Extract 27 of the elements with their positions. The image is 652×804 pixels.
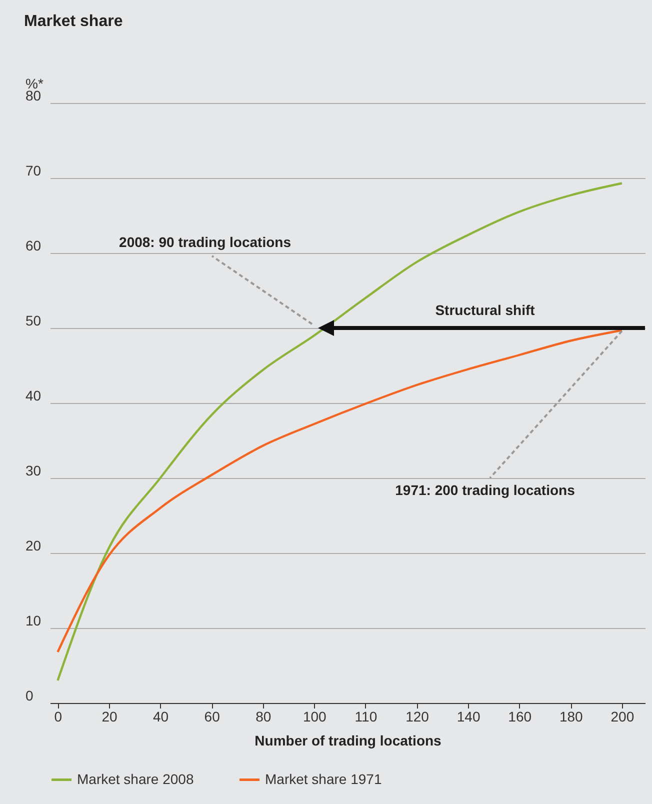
x-tick-label: 140 (456, 708, 480, 724)
x-tick-label: 60 (204, 708, 220, 724)
y-tick-label: 10 (26, 612, 42, 628)
x-tick-label: 100 (302, 708, 327, 724)
annotation: 2008: 90 trading locations (119, 234, 292, 250)
x-tick-label: 180 (559, 708, 584, 724)
x-tick-label: 20 (102, 708, 118, 724)
x-axis-title: Number of trading locations (254, 732, 442, 748)
y-tick-label: 40 (26, 388, 42, 404)
annotation: 1971: 200 trading locations (395, 482, 576, 498)
annotation: Structural shift (435, 302, 536, 318)
x-tick-label: 80 (256, 708, 272, 724)
y-tick-label: 0 (26, 688, 34, 704)
y-tick-label: 30 (26, 462, 42, 478)
x-tick-label: 200 (610, 708, 634, 724)
x-tick-label: 160 (508, 708, 532, 724)
y-tick-label: 50 (26, 312, 42, 328)
legend-label: Market share 1971 (265, 770, 382, 787)
y-tick-label: 70 (26, 162, 42, 178)
legend-label: Market share 2008 (77, 770, 194, 787)
chart-title: Market share (24, 13, 123, 30)
x-tick-label: 110 (354, 708, 378, 724)
x-tick-label: 0 (54, 708, 62, 724)
x-tick-label: 40 (152, 708, 169, 724)
y-tick-label: 60 (26, 238, 42, 254)
x-tick-label: 120 (406, 708, 430, 724)
y-tick-label: 20 (26, 538, 42, 554)
